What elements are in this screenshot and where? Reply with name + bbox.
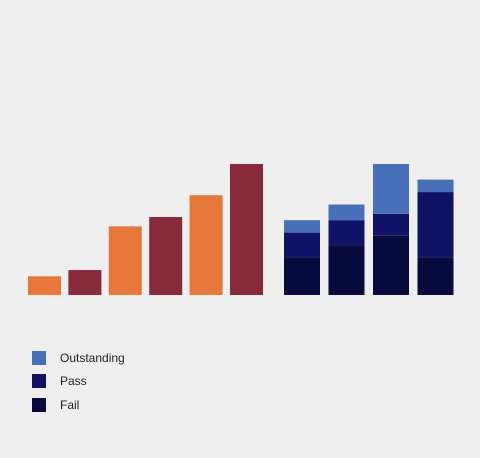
legend-label-fail: Fail — [60, 397, 80, 412]
legend-item-pass: Pass — [32, 370, 125, 394]
legend-item-fail: Fail — [32, 393, 125, 417]
legend-swatch-fail — [32, 397, 46, 412]
legend: Outstanding Pass Fail — [32, 346, 125, 417]
legend-item-outstanding: Outstanding — [32, 346, 125, 370]
stacked-bar-1-outstanding-segment — [284, 220, 320, 233]
stacked-bar-1-fail-segment — [284, 257, 320, 295]
stacked-bar-2-outstanding-segment — [328, 204, 365, 221]
left-bar-group — [28, 164, 263, 295]
stacked-bar-1-pass-segment — [284, 232, 320, 258]
stacked-bar-4-fail-segment — [417, 257, 454, 295]
stacked-bar-2-pass-segment — [328, 220, 365, 246]
bar-4 — [149, 217, 183, 295]
stacked-bar-3-fail-segment — [373, 235, 409, 295]
legend-label-pass: Pass — [60, 374, 87, 389]
stacked-bar-4-outstanding-segment — [417, 179, 454, 193]
bar-2 — [68, 270, 102, 295]
bar-3 — [108, 226, 142, 295]
stacked-bar-3-pass-segment — [373, 213, 409, 236]
right-stacked-bar-group — [284, 164, 454, 295]
bar-5 — [189, 195, 223, 295]
stacked-bar-2-fail-segment — [328, 245, 365, 295]
stacked-bar-3-outstanding-segment — [373, 164, 409, 214]
legend-swatch-pass — [32, 374, 46, 389]
bar-6 — [230, 164, 263, 295]
bar-1 — [28, 276, 61, 295]
legend-swatch-outstanding — [32, 350, 46, 365]
legend-label-outstanding: Outstanding — [60, 350, 125, 365]
stacked-bar-4-pass-segment — [417, 192, 454, 258]
